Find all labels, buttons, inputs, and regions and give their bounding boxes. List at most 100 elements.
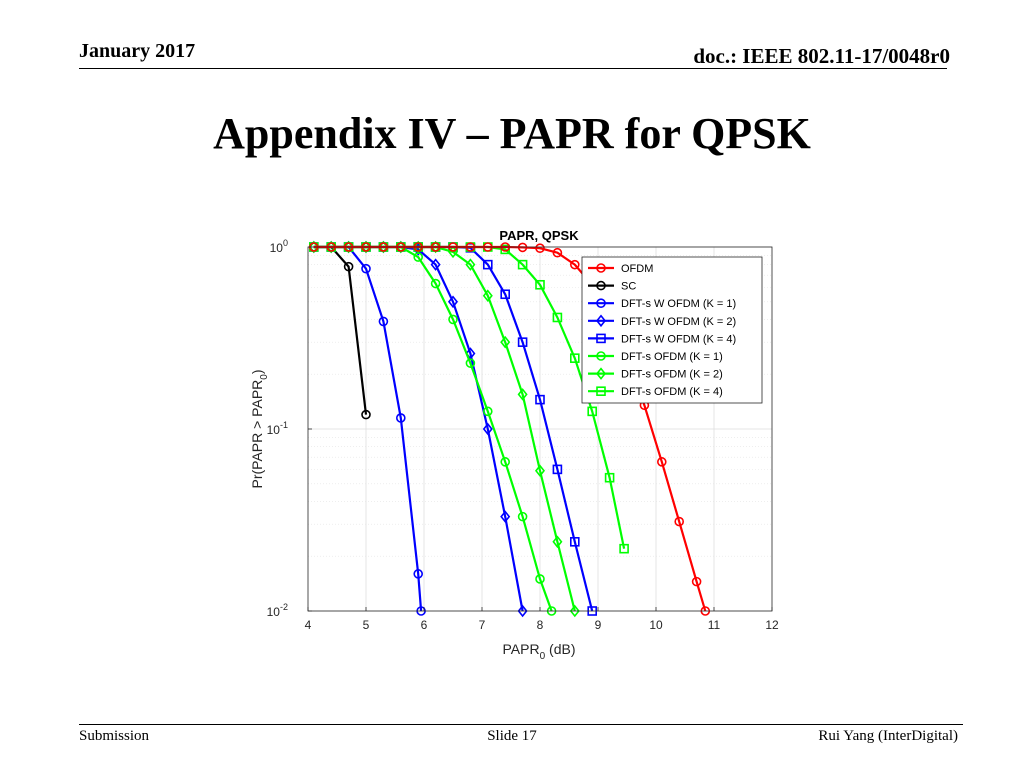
data-point <box>569 259 580 270</box>
legend-entry: DFT-s W OFDM (K = 2) <box>588 314 736 328</box>
legend-marker <box>595 314 607 328</box>
data-point <box>535 394 545 405</box>
data-point <box>535 574 545 584</box>
x-tick-label: 5 <box>363 618 370 632</box>
x-tick-label: 10 <box>649 618 663 632</box>
legend-label: SC <box>621 281 636 293</box>
legend-label: DFT-s W OFDM (K = 1) <box>621 298 736 310</box>
x-axis-label-sub: 0 <box>540 651 546 662</box>
data-point <box>483 406 493 417</box>
y-axis-label-main: Pr(PAPR > PAPR <box>249 380 265 489</box>
data-point <box>413 240 424 254</box>
data-point <box>500 289 511 300</box>
data-point <box>430 240 441 254</box>
data-point <box>656 457 667 467</box>
data-point <box>535 279 545 290</box>
legend-marker <box>596 351 606 361</box>
data-point <box>587 406 598 417</box>
y-tick-exponent: -2 <box>280 602 288 612</box>
x-axis-label-suffix: (dB) <box>545 641 575 657</box>
legend: OFDM SC DFT-s W OFDM (K = 1) DFT-s W OFDM (… <box>581 256 763 404</box>
legend-entry: DFT-s OFDM (K = 1) <box>588 351 723 363</box>
x-tick-label: 4 <box>305 618 312 632</box>
x-tick-label: 6 <box>421 618 428 632</box>
y-tick-exponent: 0 <box>283 238 288 248</box>
data-point <box>465 358 476 368</box>
header-date: January 2017 <box>79 40 196 62</box>
data-point <box>378 316 389 327</box>
legend-marker <box>595 367 607 380</box>
x-tick-label: 9 <box>595 618 602 632</box>
data-point <box>517 511 528 522</box>
footer-author: Rui Yang (InterDigital) <box>818 728 958 744</box>
chart-title: PAPR, QPSK <box>499 228 579 243</box>
data-point <box>500 335 511 349</box>
data-point <box>500 510 511 523</box>
header-divider <box>79 68 947 69</box>
data-point <box>552 535 563 549</box>
legend-label: DFT-s W OFDM (K = 2) <box>621 316 736 328</box>
data-point <box>482 422 493 436</box>
data-point <box>465 258 476 271</box>
header-doc-id: doc.: IEEE 802.11-17/0048r0 <box>693 44 950 68</box>
legend-entry: OFDM <box>588 263 653 275</box>
legend-entry: SC <box>588 281 636 293</box>
legend-marker <box>596 386 606 396</box>
data-point <box>569 537 580 547</box>
data-point <box>448 314 458 325</box>
y-axis-label: Pr(PAPR > PAPR0) <box>249 369 270 488</box>
data-point <box>569 353 580 363</box>
data-point <box>482 289 493 302</box>
data-point <box>569 604 580 618</box>
data-point <box>691 576 702 587</box>
y-tick-base: 10 <box>267 605 281 619</box>
footer-submission: Submission <box>79 728 150 744</box>
legend-label: DFT-s W OFDM (K = 4) <box>621 333 736 345</box>
x-axis-label: PAPR0 (dB) <box>503 641 576 662</box>
legend-entry: DFT-s W OFDM (K = 1) <box>588 298 736 310</box>
data-point <box>517 604 528 618</box>
data-point <box>343 261 354 272</box>
legend-entry: DFT-s OFDM (K = 2) <box>588 367 723 381</box>
legend-entry: DFT-s OFDM (K = 4) <box>588 386 723 398</box>
data-point <box>619 543 629 554</box>
y-tick-base: 10 <box>270 241 284 255</box>
data-point <box>361 263 371 274</box>
y-tick-base: 10 <box>267 423 281 437</box>
data-point <box>552 464 563 475</box>
legend-label: OFDM <box>621 263 653 275</box>
legend-marker <box>596 263 606 273</box>
y-tick-label: 10-1 <box>267 420 288 437</box>
x-tick-label: 12 <box>765 618 779 632</box>
data-point <box>535 243 545 253</box>
legend-label: DFT-s OFDM (K = 2) <box>621 369 723 381</box>
footer-slide-number: Slide 17 <box>487 728 537 744</box>
y-tick-label: 10-2 <box>267 602 288 619</box>
x-axis-label-main: PAPR <box>503 641 540 657</box>
data-point <box>500 457 511 467</box>
data-point <box>604 472 615 483</box>
data-point <box>308 240 319 254</box>
data-point <box>395 240 406 254</box>
data-point <box>517 259 528 270</box>
x-tick-label: 11 <box>708 618 721 632</box>
data-point <box>447 295 459 309</box>
data-point <box>378 240 389 254</box>
data-point <box>552 312 563 323</box>
data-point <box>361 409 371 420</box>
y-tick-label: 100 <box>270 238 288 255</box>
data-point <box>430 258 441 271</box>
data-point <box>413 569 423 579</box>
footer-divider <box>79 724 963 725</box>
data-point <box>430 278 441 289</box>
data-point <box>552 247 563 258</box>
y-axis-label-suffix: ) <box>249 369 265 374</box>
y-axis-label-sub: 0 <box>259 374 270 380</box>
legend-entry: DFT-s W OFDM (K = 4) <box>588 333 736 345</box>
legend-label: DFT-s OFDM (K = 1) <box>621 351 723 363</box>
data-point <box>360 240 372 254</box>
data-point <box>343 240 354 254</box>
data-point <box>326 240 337 254</box>
